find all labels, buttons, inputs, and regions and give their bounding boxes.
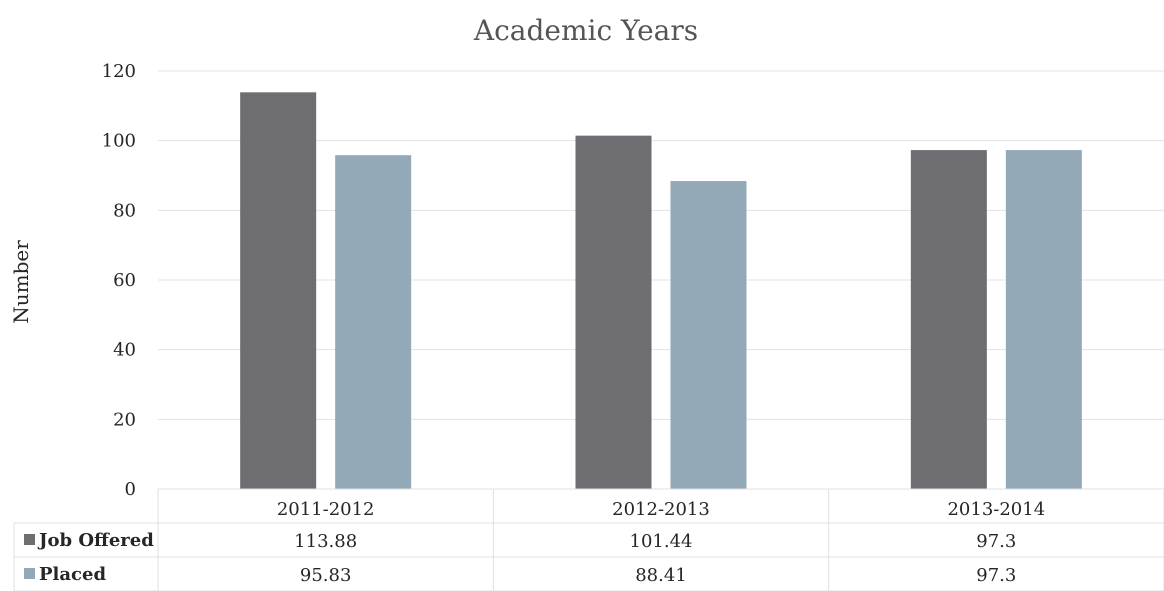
data-label: 95.83 [300,565,352,586]
y-tick-label: 20 [113,409,136,430]
data-label: 97.3 [976,531,1016,552]
y-tick-label: 80 [113,200,136,221]
y-tick-label: 40 [113,340,136,361]
data-label: 113.88 [294,531,357,552]
legend-key [24,568,35,579]
y-axis-ticks: 0 20 40 60 80 100 120 [102,61,136,500]
data-label: 97.3 [976,565,1016,586]
x-category-label: 2011-2012 [277,499,375,520]
y-tick-label: 0 [125,479,136,500]
y-tick-label: 100 [102,131,136,152]
y-tick-label: 60 [113,270,136,291]
data-label: 101.44 [630,531,693,552]
chart-title: Academic Years [473,14,698,47]
gridlines [158,70,1164,420]
bar-placed [670,181,747,489]
bar-job-offered [910,150,987,490]
legend-label: Placed [39,564,106,585]
data-label: 88.41 [635,565,687,586]
y-axis-label: Number [9,240,33,324]
x-category-label: 2013-2014 [947,499,1045,520]
bar-placed [1005,150,1082,490]
bar-job-offered [240,92,317,490]
bar-job-offered [575,135,652,489]
bar-placed [335,155,412,489]
legend-key [24,534,35,545]
y-tick-label: 120 [102,61,136,82]
bars [240,92,1082,490]
legend-label: Job Offered [37,530,154,551]
x-category-label: 2012-2013 [612,499,710,520]
data-table: 2011-2012 2012-2013 2013-2014 Job Offered 11… [13,488,1164,591]
